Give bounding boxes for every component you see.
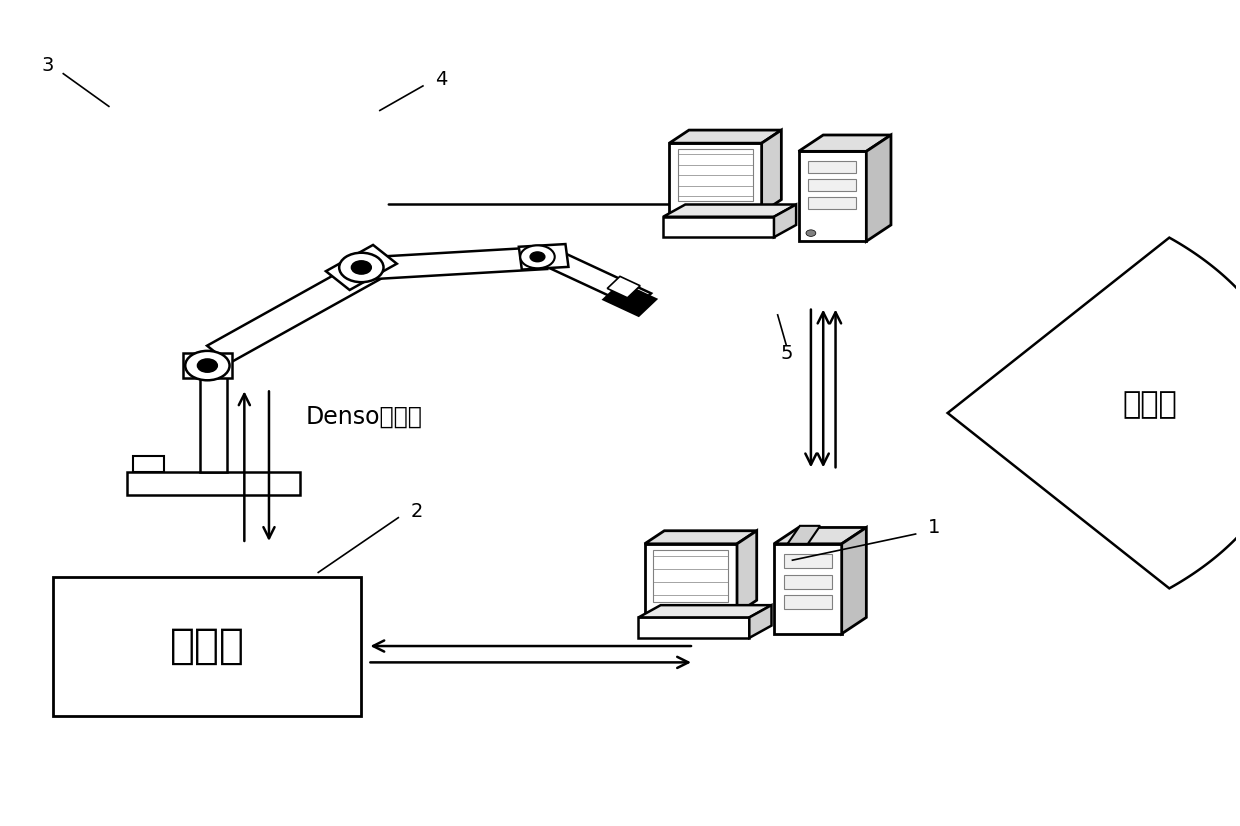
Bar [774,544,842,634]
Polygon shape [326,245,397,290]
Bar [808,161,857,173]
Circle shape [351,261,371,274]
Bar [808,197,857,210]
Bar [645,544,737,614]
Polygon shape [670,130,781,143]
Bar [128,472,300,495]
Bar [784,575,832,589]
Bar [678,149,753,202]
Polygon shape [947,238,1240,588]
Polygon shape [518,244,568,269]
Bar [784,554,832,568]
Polygon shape [761,130,781,212]
Text: 3: 3 [41,56,53,75]
Circle shape [529,252,544,262]
Bar [670,143,761,212]
Polygon shape [749,605,771,638]
Text: Denso机器人: Denso机器人 [306,405,423,429]
Circle shape [806,230,816,236]
Bar [639,617,749,638]
Text: 5: 5 [780,344,792,363]
Circle shape [521,245,554,268]
Text: 4: 4 [435,70,448,89]
Polygon shape [774,528,867,544]
Polygon shape [608,277,640,298]
Polygon shape [645,531,756,544]
Polygon shape [737,531,756,614]
Circle shape [197,359,217,373]
Polygon shape [639,605,771,617]
Bar [53,577,361,715]
Polygon shape [663,205,796,216]
Polygon shape [799,135,892,151]
Polygon shape [842,528,867,634]
Polygon shape [774,205,796,237]
Text: 通信网: 通信网 [1122,391,1177,420]
Polygon shape [182,354,232,377]
Bar [784,596,832,610]
Text: 1: 1 [928,518,940,537]
Bar [808,179,857,192]
Bar [663,216,774,237]
Bar [653,549,728,602]
Polygon shape [604,282,656,316]
Circle shape [340,253,383,282]
Polygon shape [207,262,381,363]
Polygon shape [534,246,651,308]
Bar [799,151,867,241]
Text: 2: 2 [410,501,423,520]
Polygon shape [361,247,547,280]
Polygon shape [867,135,892,241]
Polygon shape [787,526,820,544]
Bar [134,455,164,472]
Circle shape [185,351,229,380]
Bar [200,366,227,472]
Text: 控制器: 控制器 [170,625,244,667]
